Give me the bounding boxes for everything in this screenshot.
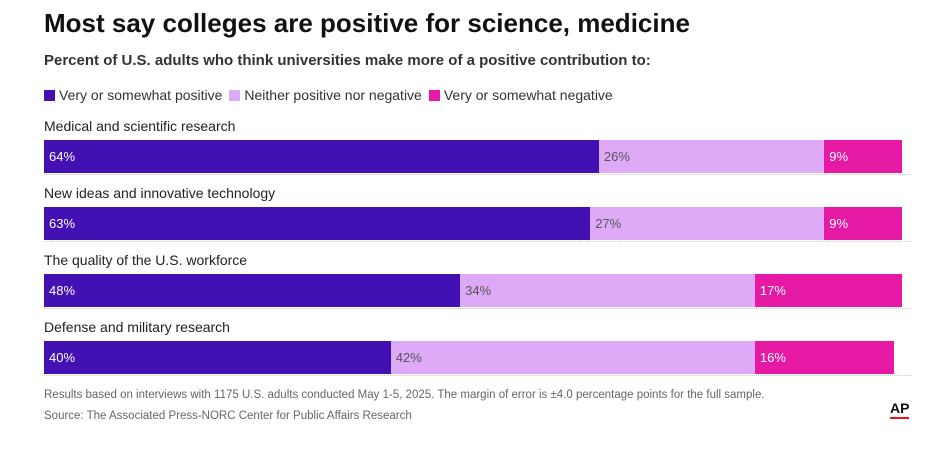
data-label: 64% <box>49 149 76 164</box>
data-label: 34% <box>465 283 492 298</box>
bar-segment-negative: 17% <box>754 274 903 307</box>
bar-row: 40% 42% 16% <box>44 341 911 374</box>
row-divider <box>44 375 911 376</box>
bar-segment-neutral: 27% <box>590 207 825 240</box>
bar-segment-neutral: 42% <box>390 341 755 374</box>
legend-label-positive: Very or somewhat positive <box>59 87 223 103</box>
bar-segment-positive: 64% <box>44 140 599 173</box>
row-divider <box>44 241 911 242</box>
bar-row: 64% 26% 9% <box>44 140 911 173</box>
data-label: 17% <box>759 283 786 298</box>
legend-swatch-negative <box>428 89 440 101</box>
bar-segment-negative: 9% <box>824 140 903 173</box>
category-label: New ideas and innovative technology <box>44 185 276 201</box>
bar-segment-positive: 48% <box>44 274 461 307</box>
bar-segment-neutral: 34% <box>460 274 755 307</box>
legend-swatch-neutral <box>229 89 241 101</box>
category-label: Defense and military research <box>44 319 230 335</box>
bar-row: 48% 34% 17% <box>44 274 911 307</box>
legend-item-neutral: Neither positive nor negative <box>229 87 422 103</box>
bar-segment-positive: 40% <box>44 341 391 374</box>
category-label: The quality of the U.S. workforce <box>44 252 248 268</box>
row-divider <box>44 308 911 309</box>
data-label: 63% <box>49 216 76 231</box>
source-note: Source: The Associated Press-NORC Center… <box>44 410 412 422</box>
row-divider <box>44 174 911 175</box>
methodology-note: Results based on interviews with 1175 U.… <box>44 389 765 401</box>
data-label: 40% <box>49 350 76 365</box>
legend-swatch-positive <box>44 89 55 101</box>
legend-item-negative: Very or somewhat negative <box>428 87 613 103</box>
bar-row: 63% 27% 9% <box>44 207 911 240</box>
data-label: 27% <box>595 216 622 231</box>
legend-label-neutral: Neither positive nor negative <box>244 87 422 103</box>
data-label: 9% <box>829 216 849 231</box>
ap-logo: AP <box>890 401 910 419</box>
data-label: 9% <box>829 149 849 164</box>
data-label: 48% <box>49 283 76 298</box>
category-label: Medical and scientific research <box>44 118 236 134</box>
data-label: 42% <box>395 350 422 365</box>
data-label: 16% <box>759 350 786 365</box>
bar-segment-negative: 16% <box>754 341 894 374</box>
chart-legend: Very or somewhat positive Neither positi… <box>44 87 620 103</box>
bar-segment-positive: 63% <box>44 207 591 240</box>
legend-label-negative: Very or somewhat negative <box>443 87 613 103</box>
chart-title: Most say colleges are positive for scien… <box>44 8 690 38</box>
data-label: 26% <box>603 149 630 164</box>
bar-segment-neutral: 26% <box>598 140 825 173</box>
chart-subtitle: Percent of U.S. adults who think univers… <box>44 52 651 69</box>
legend-item-positive: Very or somewhat positive <box>44 87 222 103</box>
bar-segment-negative: 9% <box>824 207 903 240</box>
